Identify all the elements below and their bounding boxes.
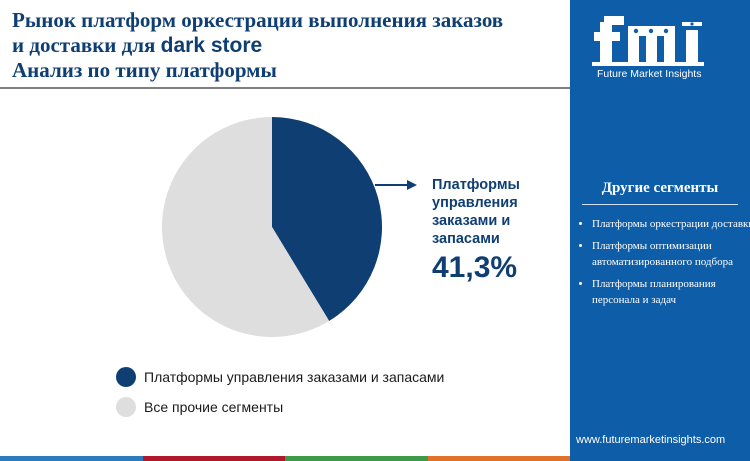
- callout-label-line: управления: [432, 195, 518, 211]
- title-line-2: и доставки для dark store: [12, 33, 567, 58]
- callout-label-line: заказами и: [432, 213, 511, 229]
- page-title: Рынок платформ оркестрации выполнения за…: [12, 8, 567, 83]
- callout: Платформы управления заказами и запасами…: [432, 176, 562, 286]
- callout-value: 41,3%: [432, 251, 518, 284]
- title-line-2-prefix: и доставки для: [12, 33, 161, 57]
- legend-label: Все прочие сегменты: [144, 399, 284, 415]
- callout-label-line: Платформы: [432, 177, 520, 193]
- callout-label-line: запасами: [432, 231, 500, 247]
- segment-item: Платформы оптимизации автоматизированног…: [592, 238, 750, 270]
- pie-chart: [161, 117, 417, 337]
- pie-slice-other-segments: [161, 117, 330, 337]
- legend-swatch: [116, 397, 136, 417]
- bottom-color-bar: [0, 456, 570, 461]
- bottom-bar-segment: [285, 456, 428, 461]
- title-line-3: Анализ по типу платформы: [12, 58, 277, 82]
- bottom-bar-segment: [427, 456, 570, 461]
- segments-title: Другие сегменты: [601, 180, 719, 196]
- main-panel: Рынок платформ оркестрации выполнения за…: [0, 8, 570, 461]
- pie-slice-order-inventory-platforms: [272, 117, 382, 321]
- segment-item: Платформы планирования персонала и задач: [592, 276, 750, 308]
- title-divider: [0, 87, 570, 89]
- segment-item: Платформы оркестрации доставки: [592, 216, 750, 232]
- logo-mark: [592, 16, 704, 66]
- logo-text: Future Market Insights: [597, 68, 702, 80]
- footer-url[interactable]: www.futuremarketinsights.com: [576, 434, 726, 446]
- segments-divider: [582, 204, 738, 205]
- title-line-1: Рынок платформ оркестрации выполнения за…: [12, 8, 504, 32]
- legend-swatch: [116, 367, 136, 387]
- callout-arrow-head-icon: [407, 180, 417, 190]
- pie-slices: [161, 117, 382, 337]
- title-line-2-suffix: dark store: [160, 34, 263, 57]
- sidebar: Future Market Insights Другие сегменты П…: [570, 0, 750, 461]
- segments-list: Платформы оркестрации доставки Платформы…: [578, 216, 750, 314]
- bottom-bar-segment: [0, 456, 143, 461]
- legend-label: Платформы управления заказами и запасами: [144, 369, 445, 385]
- callout-label: Платформы управления заказами и запасами: [432, 176, 562, 248]
- legend: Платформы управления заказами и запасами…: [116, 366, 444, 426]
- legend-item: Платформы управления заказами и запасами: [116, 366, 444, 388]
- legend-item: Все прочие сегменты: [116, 396, 444, 418]
- bottom-bar-segment: [142, 456, 285, 461]
